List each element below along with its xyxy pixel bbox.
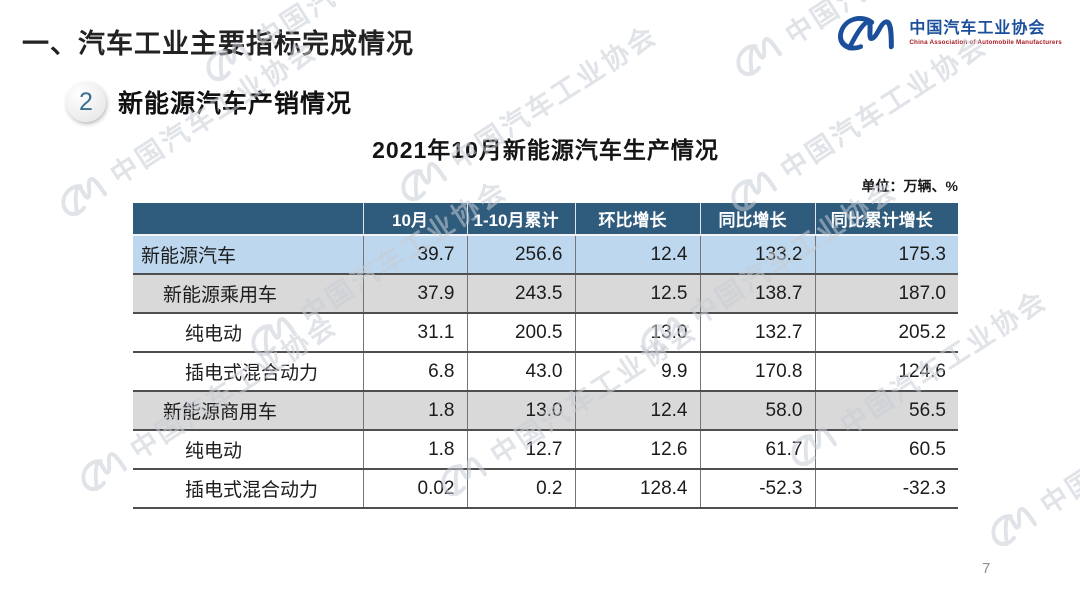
production-table: 10月 1-10月累计 环比增长 同比增长 同比累计增长 新能源汽车 39.7 … [133,203,958,509]
col-header-cumulative: 1-10月累计 [467,203,576,236]
cell-value: 0.02 [363,468,468,509]
cell-value: 1.8 [363,429,468,469]
cell-value: 12.7 [467,429,576,469]
page-title: 一、汽车工业主要指标完成情况 [22,29,414,59]
table-row: 纯电动 1.8 12.7 12.6 61.7 60.5 [133,429,958,469]
col-header-mom-growth: 环比增长 [575,203,701,236]
col-header-october: 10月 [363,203,468,236]
row-label: 新能源商用车 [133,390,364,430]
cell-value: 12.4 [575,390,701,430]
cell-value: 256.6 [467,235,576,274]
cell-value: 124.6 [815,351,958,391]
col-header-yoy-growth: 同比增长 [700,203,816,236]
cell-value: 128.4 [575,468,701,509]
cell-value: 138.7 [700,273,816,313]
cell-value: 205.2 [815,312,958,352]
cell-value: 60.5 [815,429,958,469]
row-label: 新能源乘用车 [133,273,364,313]
cell-value: 6.8 [363,351,468,391]
cell-value: 43.0 [467,351,576,391]
cell-value: 9.9 [575,351,701,391]
col-header-label [133,203,364,236]
cell-value: 56.5 [815,390,958,430]
caam-logo: 中国汽车工业协会 China Association of Automobile… [835,12,1062,54]
row-label: 插电式混合动力 [133,468,364,509]
section-header: 2 新能源汽车产销情况 [66,82,352,122]
cell-value: 200.5 [467,312,576,352]
cell-value: 132.7 [700,312,816,352]
table-row: 新能源商用车 1.8 13.0 12.4 58.0 56.5 [133,390,958,430]
watermark-swoosh-icon [61,176,107,216]
watermark-swoosh-icon [81,451,127,491]
table-header-row: 10月 1-10月累计 环比增长 同比增长 同比累计增长 [133,203,958,236]
cell-value: 12.6 [575,429,701,469]
table-row: 新能源汽车 39.7 256.6 12.4 133.2 175.3 [133,235,958,274]
watermark-swoosh-icon [991,506,1037,546]
cell-value: 39.7 [363,235,468,274]
table-row: 纯电动 31.1 200.5 13.0 132.7 205.2 [133,312,958,352]
caam-swoosh-icon [838,16,895,51]
row-label: 纯电动 [133,429,364,469]
cell-value: 243.5 [467,273,576,313]
cell-value: -52.3 [700,468,816,509]
cell-value: 175.3 [815,235,958,274]
watermark-text: 中国汽车工业协会 [1035,364,1080,521]
cell-value: 13.0 [467,390,576,430]
cell-value: 187.0 [815,273,958,313]
table-title: 2021年10月新能源汽车生产情况 [372,137,719,163]
caam-name-en: China Association of Automobile Manufact… [909,38,1062,46]
section-number-badge: 2 [66,82,106,122]
page-number: 7 [982,560,991,577]
cell-value: 1.8 [363,390,468,430]
cell-value: 37.9 [363,273,468,313]
cell-value: 13.0 [575,312,701,352]
section-heading: 新能源汽车产销情况 [118,90,353,118]
cell-value: 12.4 [575,235,701,274]
cell-value: 58.0 [700,390,816,430]
row-label: 纯电动 [133,312,364,352]
cell-value: 170.8 [700,351,816,391]
watermark-swoosh-icon [736,36,782,76]
cell-value: 0.2 [467,468,576,509]
table-row: 插电式混合动力 6.8 43.0 9.9 170.8 124.6 [133,351,958,391]
unit-note: 单位：万辆、% [861,178,958,194]
table-row: 插电式混合动力 0.02 0.2 128.4 -52.3 -32.3 [133,468,958,509]
col-header-yoy-cumulative-growth: 同比累计增长 [815,203,958,236]
row-label: 新能源汽车 [133,235,364,274]
cell-value: 61.7 [700,429,816,469]
caam-logo-text: 中国汽车工业协会 China Association of Automobile… [909,20,1062,46]
cell-value: 133.2 [700,235,816,274]
cell-value: 12.5 [575,273,701,313]
watermark: 中国汽车工业协会 [979,359,1080,556]
table-row: 新能源乘用车 37.9 243.5 12.5 138.7 187.0 [133,273,958,313]
cell-value: 31.1 [363,312,468,352]
cell-value: -32.3 [815,468,958,509]
row-label: 插电式混合动力 [133,351,364,391]
caam-name-cn: 中国汽车工业协会 [909,20,1046,38]
